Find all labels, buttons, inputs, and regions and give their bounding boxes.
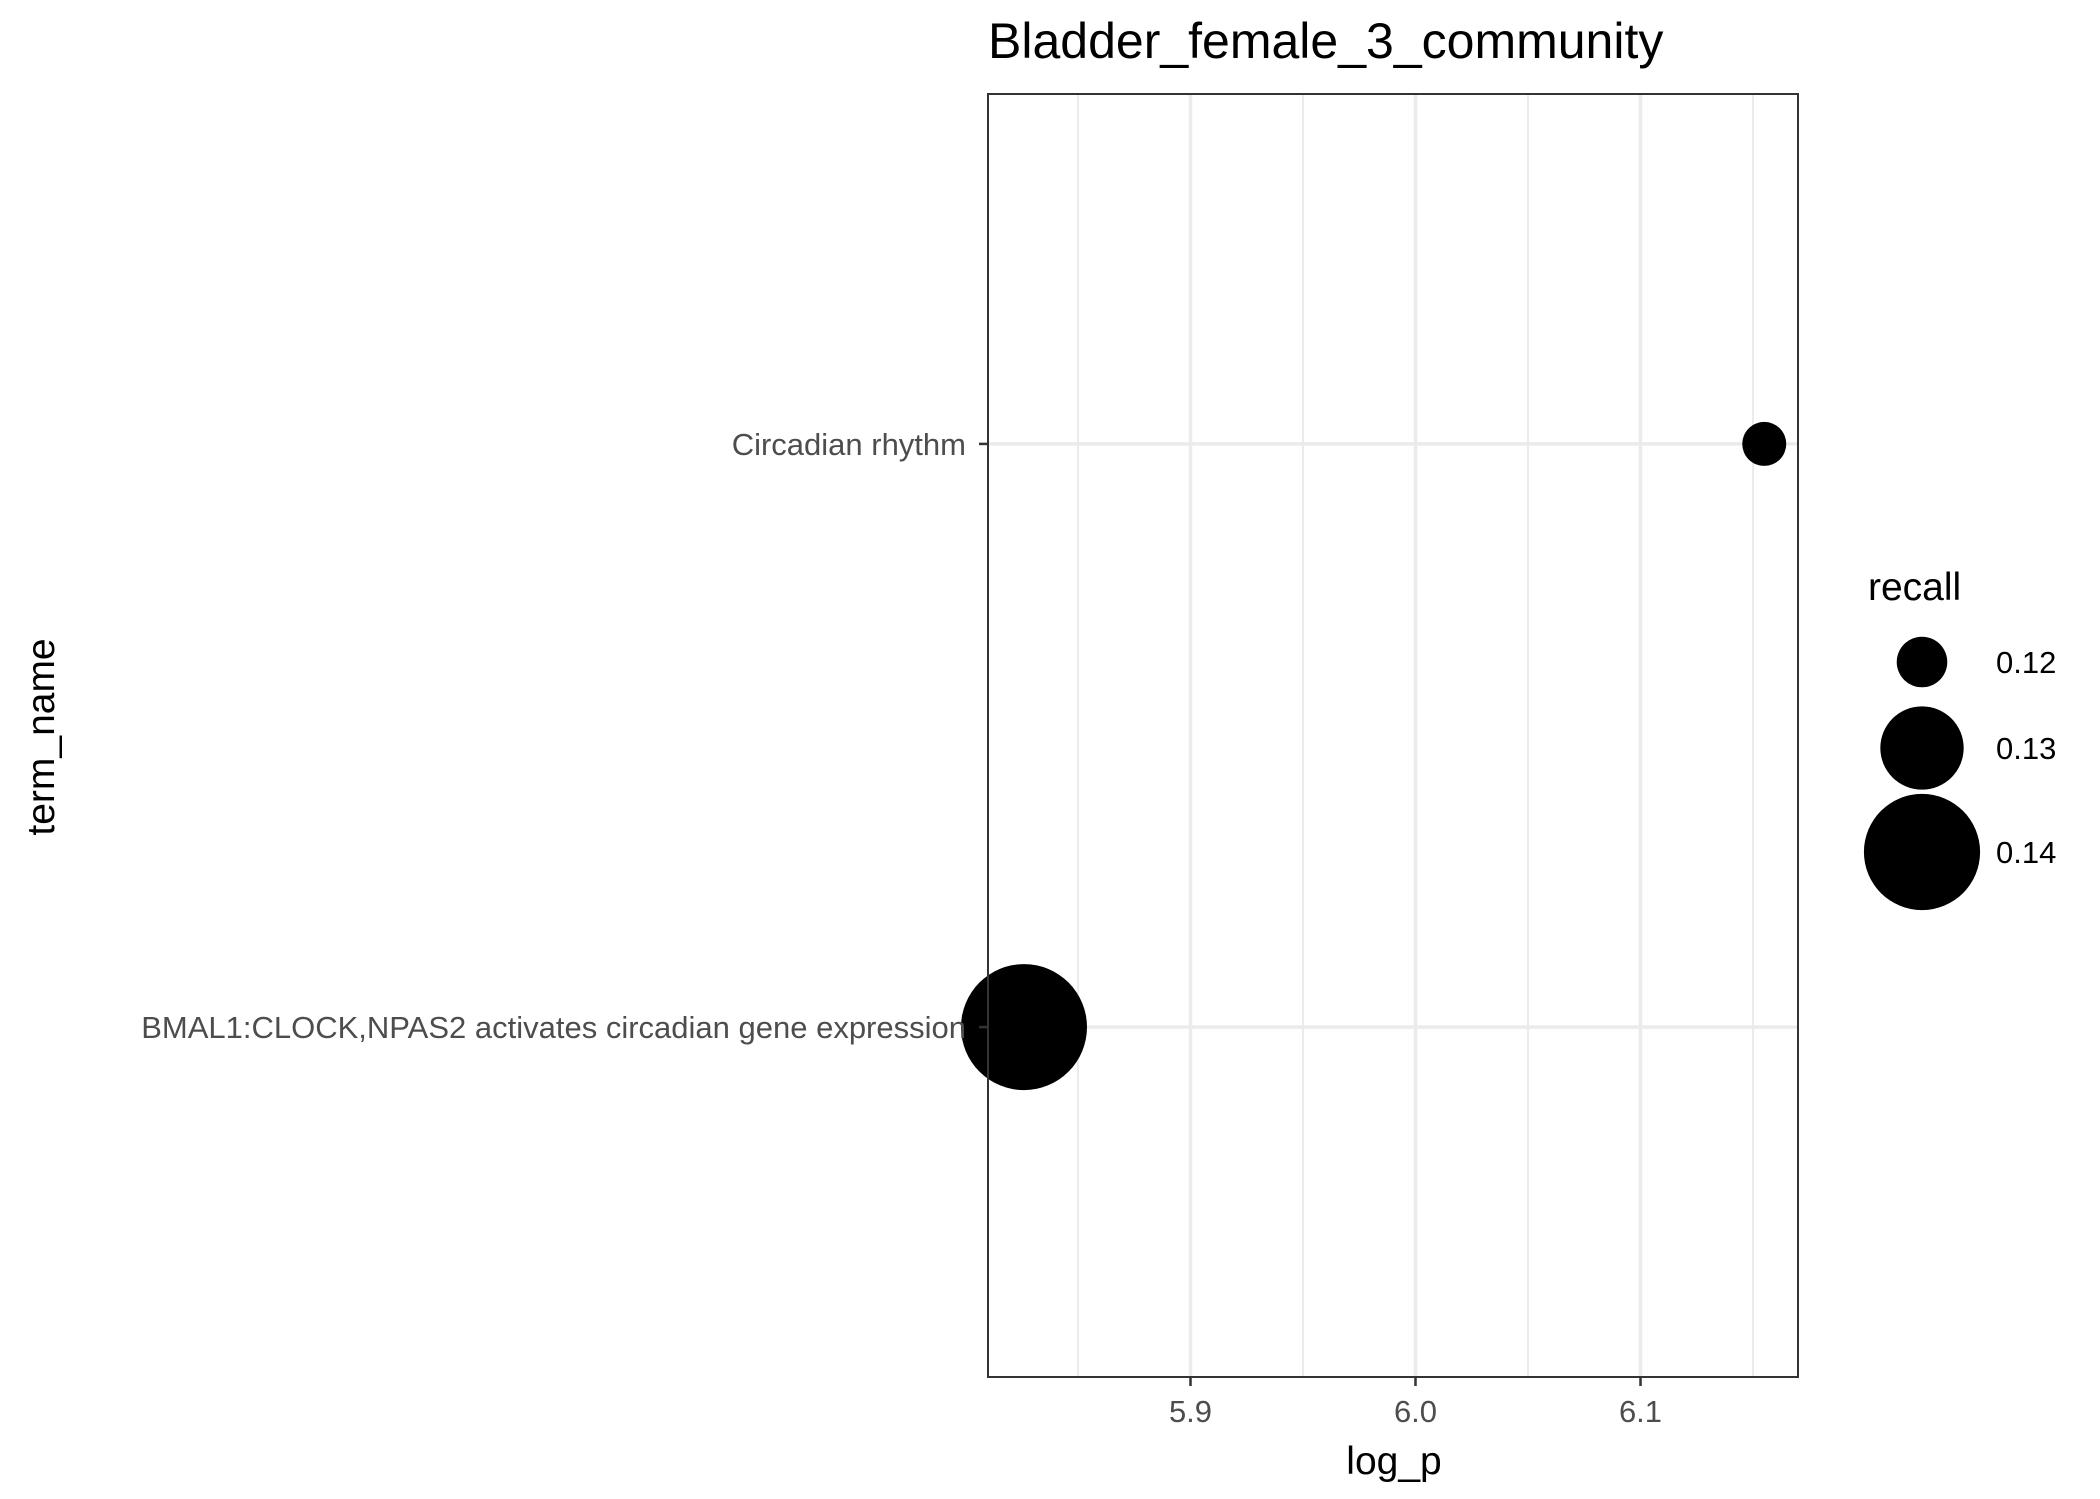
x-tick-label: 6.0 xyxy=(1394,1394,1437,1429)
plot-border xyxy=(987,93,1799,1378)
y-tick-label: BMAL1:CLOCK,NPAS2 activates circadian ge… xyxy=(141,1010,966,1045)
plot-panel: 5.9 6.0 6.1 BMAL1:CLOCK,NPAS2 activates cir… xyxy=(141,93,1799,1429)
data-point xyxy=(961,964,1087,1091)
chart-title: Bladder_female_3_community xyxy=(988,13,1663,69)
legend-key xyxy=(1880,706,1964,790)
legend-key xyxy=(1896,636,1948,688)
plot-background xyxy=(988,94,1798,1377)
x-tick-label: 6.1 xyxy=(1619,1394,1662,1429)
size-legend: recall 0.12 0.13 0.14 xyxy=(1863,566,2056,911)
legend-label: 0.12 xyxy=(1996,645,2056,680)
legend-key xyxy=(1863,793,1981,911)
data-point xyxy=(1742,421,1787,466)
y-tick-label: Circadian rhythm xyxy=(732,427,966,462)
x-tick-label: 5.9 xyxy=(1169,1394,1212,1429)
y-axis-title: term_name xyxy=(20,638,63,835)
legend-label: 0.13 xyxy=(1996,731,2056,766)
legend-label: 0.14 xyxy=(1996,835,2056,870)
legend-title: recall xyxy=(1868,566,1961,609)
x-axis-title: log_p xyxy=(1346,1440,1441,1483)
